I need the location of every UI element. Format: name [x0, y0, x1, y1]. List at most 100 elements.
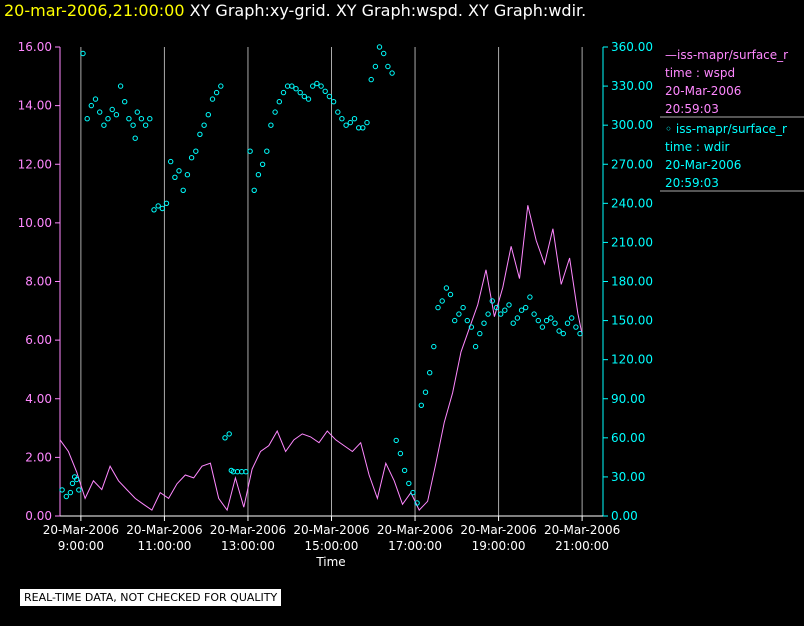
wdir-point	[481, 320, 487, 326]
wdir-point	[132, 135, 138, 141]
wdir-point	[460, 304, 466, 311]
wdir-point	[134, 109, 141, 115]
wdir-point	[74, 476, 80, 483]
wdir-point	[339, 116, 345, 122]
y-left-tick-label: 12.00	[18, 157, 52, 171]
grid-lines	[80, 47, 583, 516]
wdir-point	[569, 315, 575, 321]
wdir-point	[197, 131, 203, 138]
wdir-point	[360, 125, 366, 131]
wdir-point	[401, 467, 408, 474]
wdir-point	[151, 207, 157, 213]
wdir-point	[84, 116, 90, 122]
wdir-point	[514, 315, 521, 321]
wdir-point	[272, 109, 278, 115]
wdir-point	[76, 487, 82, 493]
wdir-point	[556, 328, 562, 334]
wdir-point	[539, 324, 546, 330]
quality-note: REAL-TIME DATA, NOT CHECKED FOR QUALITY	[20, 589, 282, 606]
wdir-point	[397, 450, 404, 457]
wdir-point	[247, 148, 253, 154]
wdir-point	[493, 304, 500, 311]
wdir-point	[213, 89, 220, 96]
wdir-point	[527, 294, 533, 300]
wdir-point	[422, 389, 429, 395]
legend-wdir-date: 20-Mar-2006	[665, 158, 742, 172]
wdir-point	[201, 122, 207, 128]
series-wdir	[59, 44, 583, 506]
wdir-point	[506, 302, 512, 308]
legend-wspd-time: 20:59:03	[665, 102, 719, 116]
wdir-point	[335, 109, 341, 115]
wdir-point	[193, 148, 199, 154]
wdir-point	[330, 99, 337, 105]
wdir-point	[510, 320, 516, 326]
page-title: 20-mar-2006,21:00:00 XY Graph:xy-grid. X…	[4, 1, 586, 21]
wdir-point	[155, 203, 161, 209]
x-tick-date: 20-Mar-2006	[544, 523, 620, 537]
wdir-point	[552, 320, 558, 326]
wdir-point	[498, 311, 504, 317]
y-right-tick-label: 150.00	[611, 314, 653, 328]
wdir-point	[305, 96, 312, 102]
wdir-point	[564, 320, 571, 326]
wdir-point	[113, 112, 120, 118]
wdir-point	[326, 93, 333, 100]
wdir-point	[243, 469, 249, 475]
wdir-point	[560, 330, 566, 337]
wdir-point	[280, 89, 287, 96]
x-tick-date: 20-Mar-2006	[210, 523, 286, 537]
wdir-point	[205, 112, 212, 118]
y-right-tick-label: 60.00	[611, 431, 645, 445]
title-graph-list: XY Graph:xy-grid. XY Graph:wspd. XY Grap…	[189, 1, 587, 20]
wdir-point	[218, 83, 224, 89]
wdir-point	[222, 435, 228, 441]
wdir-point	[410, 489, 416, 496]
wdir-point	[523, 304, 529, 311]
wdir-point	[297, 89, 303, 96]
wdir-point	[268, 122, 274, 128]
legend-wdir-time: 20:59:03	[665, 176, 719, 190]
wdir-point	[159, 205, 166, 212]
title-timestamp: 20-mar-2006,21:00:00	[4, 1, 185, 20]
legend-wdir-name: ◦ iss-mapr/surface_r	[665, 122, 787, 136]
wdir-point	[105, 116, 111, 122]
wdir-point	[368, 76, 374, 83]
y-left-tick-label: 10.00	[18, 216, 52, 230]
wdir-point	[573, 324, 579, 330]
y-right-tick-label: 30.00	[611, 470, 645, 484]
wdir-point	[548, 315, 554, 321]
wdir-point	[577, 330, 583, 337]
x-tick-time: 13:00:00	[221, 539, 275, 553]
y-left-tick-label: 2.00	[25, 450, 52, 464]
legend-wdir: ◦ iss-mapr/surface_r time : wdir 20-Mar-…	[665, 120, 787, 192]
wdir-point	[535, 317, 541, 324]
x-tick-time: 15:00:00	[305, 539, 359, 553]
wdir-point	[314, 80, 320, 87]
x-tick-time: 21:00:00	[555, 539, 609, 553]
wdir-point	[322, 88, 328, 95]
x-tick-time: 17:00:00	[388, 539, 442, 553]
wdir-point	[289, 83, 295, 89]
wdir-point	[518, 307, 525, 313]
x-tick-date: 20-Mar-2006	[43, 523, 119, 537]
wdir-point	[393, 437, 399, 444]
y-left-tick-label: 14.00	[18, 99, 52, 113]
y-right-tick-label: 210.00	[611, 235, 653, 249]
y-left-tick-label: 6.00	[25, 333, 52, 347]
wdir-point	[188, 155, 195, 161]
wdir-point	[443, 285, 450, 291]
wdir-point	[88, 102, 95, 109]
wdir-point	[147, 116, 153, 122]
x-axis-label: Time	[315, 555, 345, 569]
legend-wspd-field: time : wspd	[665, 66, 736, 80]
y-right-tick-label: 360.00	[611, 40, 653, 54]
y-right-tick-label: 90.00	[611, 392, 645, 406]
x-tick-date: 20-Mar-2006	[293, 523, 369, 537]
legend-wspd-name: —iss-mapr/surface_r	[665, 48, 789, 62]
wdir-point	[406, 480, 412, 487]
wdir-point	[310, 83, 316, 89]
y-left-tick-label: 4.00	[25, 392, 52, 406]
wdir-point	[142, 122, 149, 128]
y-right-tick-label: 300.00	[611, 118, 653, 132]
